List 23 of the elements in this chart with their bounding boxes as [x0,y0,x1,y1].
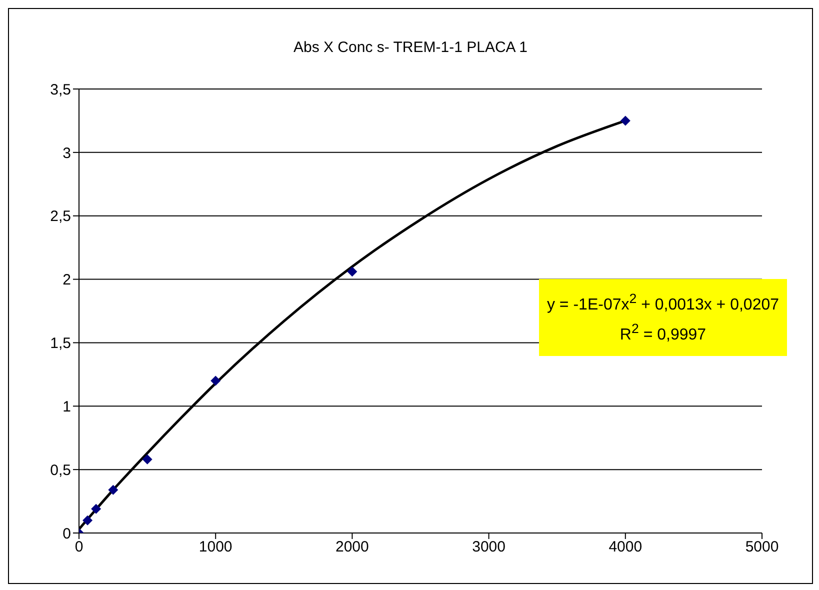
x-tick-label: 2000 [336,538,369,556]
chart-title: Abs X Conc s- TREM-1-1 PLACA 1 [292,39,528,56]
x-tick-label: 3000 [472,538,506,556]
y-tick-label: 1 [62,398,71,416]
annotation: y = -1E-07x$^{2}$ + 0,0013x + 0,0207 R$^{2}$ = 0,9997 [539,279,787,356]
point [620,116,630,126]
y-tick-label: 3,5 [50,81,71,98]
point [347,266,358,277]
point [108,484,118,495]
y-tick-label: 2 [62,272,71,289]
point [82,515,93,526]
point [210,376,221,386]
x-tick-label: 1000 [198,538,232,556]
point [142,454,152,464]
y-tick-label: 3 [62,144,71,162]
y-tick-label: 1,5 [50,335,71,352]
y-tick-label: 0,5 [50,462,71,479]
x-tick-label: 4000 [608,538,642,556]
x-tick-label: 5000 [745,538,779,556]
y-tick-label: 2,5 [50,208,71,226]
y-tick-label: 0 [62,525,71,542]
point [91,504,102,514]
x-tick-label: 0 [74,538,84,556]
